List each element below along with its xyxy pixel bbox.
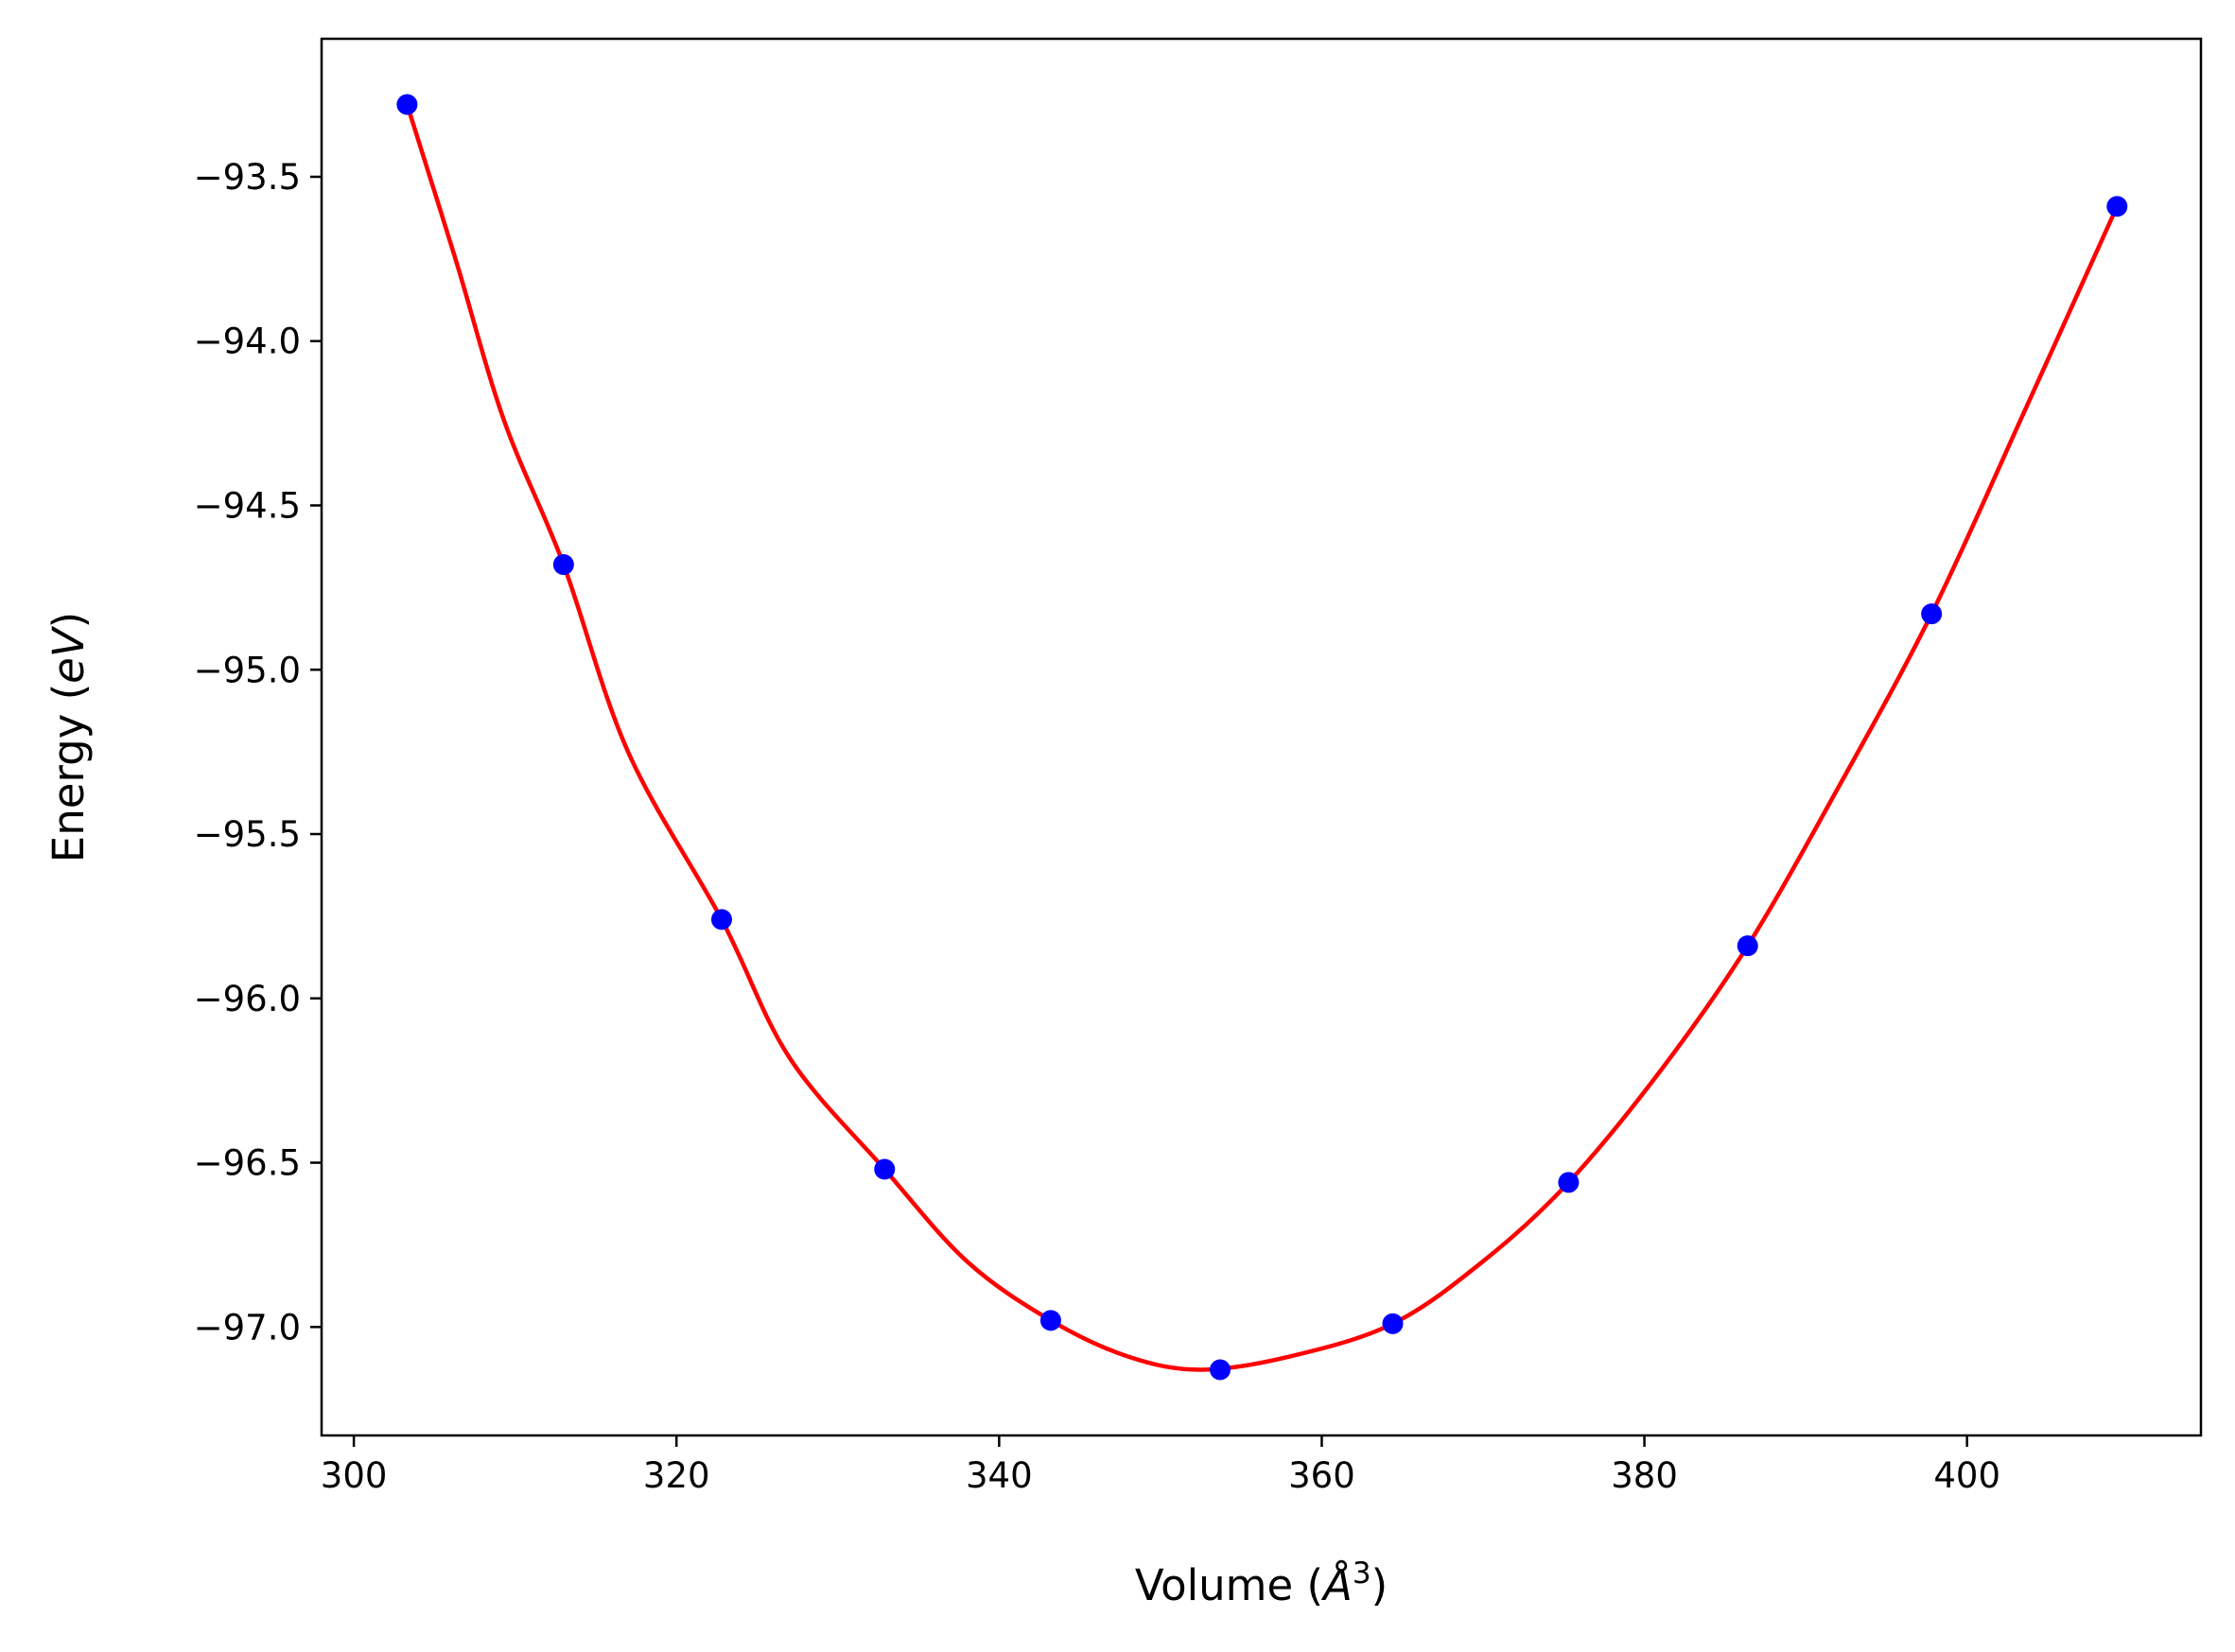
data-point — [2106, 196, 2128, 217]
x-axis-label-unit: Å — [1320, 1560, 1353, 1610]
fit-curve — [405, 102, 2120, 1372]
x-axis-label-superscript: 3 — [1353, 1556, 1371, 1591]
x-tick-label: 380 — [1611, 1455, 1678, 1496]
axis-ticks: 300 320 340 360 380 400 −93.5 −94.0 −94.5 −95.0 −9… — [194, 157, 2000, 1496]
y-tick-label: −94.5 — [194, 485, 301, 526]
x-axis-label-suffix: ) — [1371, 1560, 1388, 1610]
data-point — [874, 1158, 896, 1180]
x-tick-label: 340 — [966, 1455, 1033, 1496]
y-axis-label-prefix: Energy ( — [44, 684, 94, 862]
plot-area-frame — [320, 37, 2203, 1437]
y-tick-label: −95.5 — [194, 814, 301, 855]
data-point — [1558, 1172, 1580, 1193]
data-point — [1039, 1310, 1061, 1331]
y-tick-label: −96.5 — [194, 1143, 301, 1184]
data-point — [1921, 603, 1943, 625]
x-axis-label-prefix: Volume ( — [1135, 1560, 1323, 1610]
y-tick-label: −97.0 — [194, 1307, 301, 1348]
y-axis-label: Energy (eV) — [44, 612, 94, 862]
y-tick-label: −96.0 — [194, 979, 301, 1019]
y-tick-label: −94.0 — [194, 322, 301, 362]
y-tick-label: −93.5 — [194, 157, 301, 198]
x-tick-label: 360 — [1288, 1455, 1355, 1496]
data-point — [1737, 935, 1758, 957]
data-point — [710, 909, 732, 930]
data-point — [552, 554, 574, 576]
y-axis-label-suffix: ) — [44, 612, 94, 629]
x-tick-label: 400 — [1933, 1455, 2000, 1496]
data-point — [1382, 1313, 1404, 1334]
x-tick-label: 320 — [643, 1455, 710, 1496]
x-axis-label: Volume (Å3) — [1135, 1556, 1388, 1610]
data-point — [1210, 1359, 1231, 1381]
plot-layer — [396, 94, 2128, 1381]
x-tick-label: 300 — [321, 1455, 388, 1496]
data-point — [396, 94, 418, 115]
y-axis-label-unit: eV — [44, 625, 94, 684]
y-tick-label: −95.0 — [194, 650, 301, 690]
